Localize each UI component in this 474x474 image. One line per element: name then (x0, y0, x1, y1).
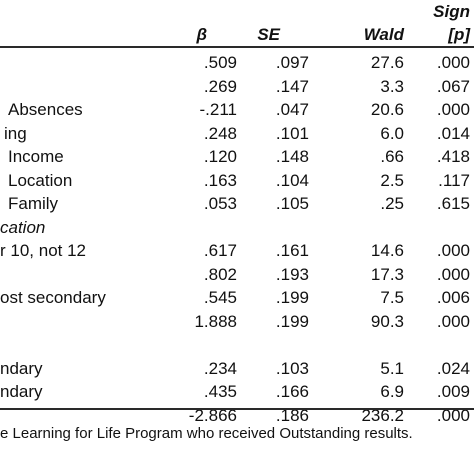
beta-value: .120 (203, 147, 237, 166)
beta-value: .509 (203, 53, 237, 72)
table-row: ndary .234 .103 5.1 .024 (0, 357, 474, 381)
sign-value: .418 (436, 147, 470, 166)
beta-value: .435 (203, 382, 237, 401)
sign-value: .067 (436, 76, 470, 96)
row-label: Family (8, 194, 59, 213)
se-value: .193 (275, 264, 309, 284)
wald-value: 27.6 (370, 53, 404, 72)
se-value: .104 (275, 170, 309, 190)
row-label: ndary (0, 382, 43, 401)
sign-value: .615 (436, 194, 470, 213)
sign-value: .024 (436, 358, 470, 378)
sign-value: .000 (436, 311, 470, 331)
se-value: .097 (275, 53, 309, 72)
sign-value: .000 (436, 241, 470, 260)
wald-value: 2.5 (380, 170, 404, 190)
se-value: .147 (275, 76, 309, 96)
beta-value: -2.866 (188, 405, 237, 425)
se-value: .101 (275, 123, 309, 143)
beta-value: .617 (203, 241, 237, 260)
row-label: Absences (8, 100, 83, 119)
se-value (240, 216, 309, 240)
table-row: cation (0, 216, 474, 240)
se-value: .186 (275, 405, 309, 425)
table-row: ing .248 .101 6.0 .014 (0, 122, 474, 146)
beta-value: .545 (203, 288, 237, 307)
se-value: .199 (275, 311, 309, 331)
table-row: 1.888 .199 90.3 .000 (0, 310, 474, 334)
row-label: r 10, not 12 (0, 241, 87, 260)
table-row: Income .120 .148 .66 .418 (0, 145, 474, 169)
sign-value (406, 216, 470, 240)
wald-value: 6.9 (380, 382, 404, 401)
sign-value: .000 (436, 53, 470, 72)
header-se: SE (257, 25, 280, 44)
table-row: .509 .097 27.6 .000 (0, 51, 474, 75)
table-footnote: e Learning for Life Program who received… (0, 425, 413, 442)
sign-value: .014 (436, 123, 470, 143)
table-row (0, 333, 474, 357)
row-label: Income (8, 147, 64, 166)
wald-value: .66 (380, 147, 404, 166)
table-row: .802 .193 17.3 .000 (0, 263, 474, 287)
se-value: .166 (275, 382, 309, 401)
row-label: ost secondary (0, 288, 106, 307)
beta-value: .802 (203, 264, 237, 284)
table-row: ndary .435 .166 6.9 .009 (0, 380, 474, 404)
wald-value: 20.6 (370, 100, 404, 119)
beta-value (130, 216, 237, 240)
header-beta: β (196, 25, 207, 44)
wald-value: 7.5 (380, 288, 404, 307)
wald-value (318, 216, 404, 240)
sign-value: .006 (436, 288, 470, 307)
row-label: Location (8, 170, 73, 190)
se-value (240, 333, 309, 357)
beta-value: 1.888 (194, 311, 237, 331)
se-value: .148 (275, 147, 309, 166)
table-row: -2.866 .186 236.2 .000 (0, 404, 474, 428)
sign-value: .009 (436, 382, 470, 401)
row-label: ndary (0, 358, 43, 378)
table-row: r 10, not 12 .617 .161 14.6 .000 (0, 239, 474, 263)
beta-value: .053 (203, 194, 237, 213)
sign-value: .000 (436, 264, 470, 284)
beta-value: .269 (203, 76, 237, 96)
header-sign-line2: [p] (448, 25, 470, 44)
sign-value (406, 333, 470, 357)
beta-value: .163 (203, 170, 237, 190)
wald-value: 5.1 (380, 358, 404, 378)
table-row: ost secondary .545 .199 7.5 .006 (0, 286, 474, 310)
beta-value (130, 333, 237, 357)
header-sign-line1: Sign (433, 2, 470, 21)
sign-value: .000 (436, 100, 470, 119)
wald-value: 6.0 (380, 123, 404, 143)
wald-value: 3.3 (380, 76, 404, 96)
sign-value: .117 (438, 170, 470, 190)
se-value: .161 (275, 241, 309, 260)
row-label: cation (0, 217, 46, 237)
wald-value: 14.6 (370, 241, 404, 260)
wald-value: 17.3 (370, 264, 404, 284)
sign-value: .000 (436, 405, 470, 425)
wald-value: 90.3 (370, 311, 404, 331)
header-wald: Wald (363, 25, 404, 44)
se-value: .047 (275, 100, 309, 119)
table-row: .269 .147 3.3 .067 (0, 75, 474, 99)
beta-value: -.211 (199, 100, 238, 119)
beta-value: .248 (203, 123, 237, 143)
beta-value: .234 (203, 358, 237, 378)
se-value: .105 (275, 194, 309, 213)
table-top-rule (0, 46, 474, 48)
table-row: Location .163 .104 2.5 .117 (0, 169, 474, 193)
wald-value: .25 (380, 194, 404, 213)
wald-value: 236.2 (361, 405, 404, 425)
table-row: Family .053 .105 .25 .615 (0, 192, 474, 216)
row-label: ing (4, 123, 27, 143)
wald-value (318, 333, 404, 357)
se-value: .103 (275, 358, 309, 378)
se-value: .199 (275, 288, 309, 307)
table-bottom-rule (0, 408, 474, 410)
table-row: Absences -.211 .047 20.6 .000 (0, 98, 474, 122)
